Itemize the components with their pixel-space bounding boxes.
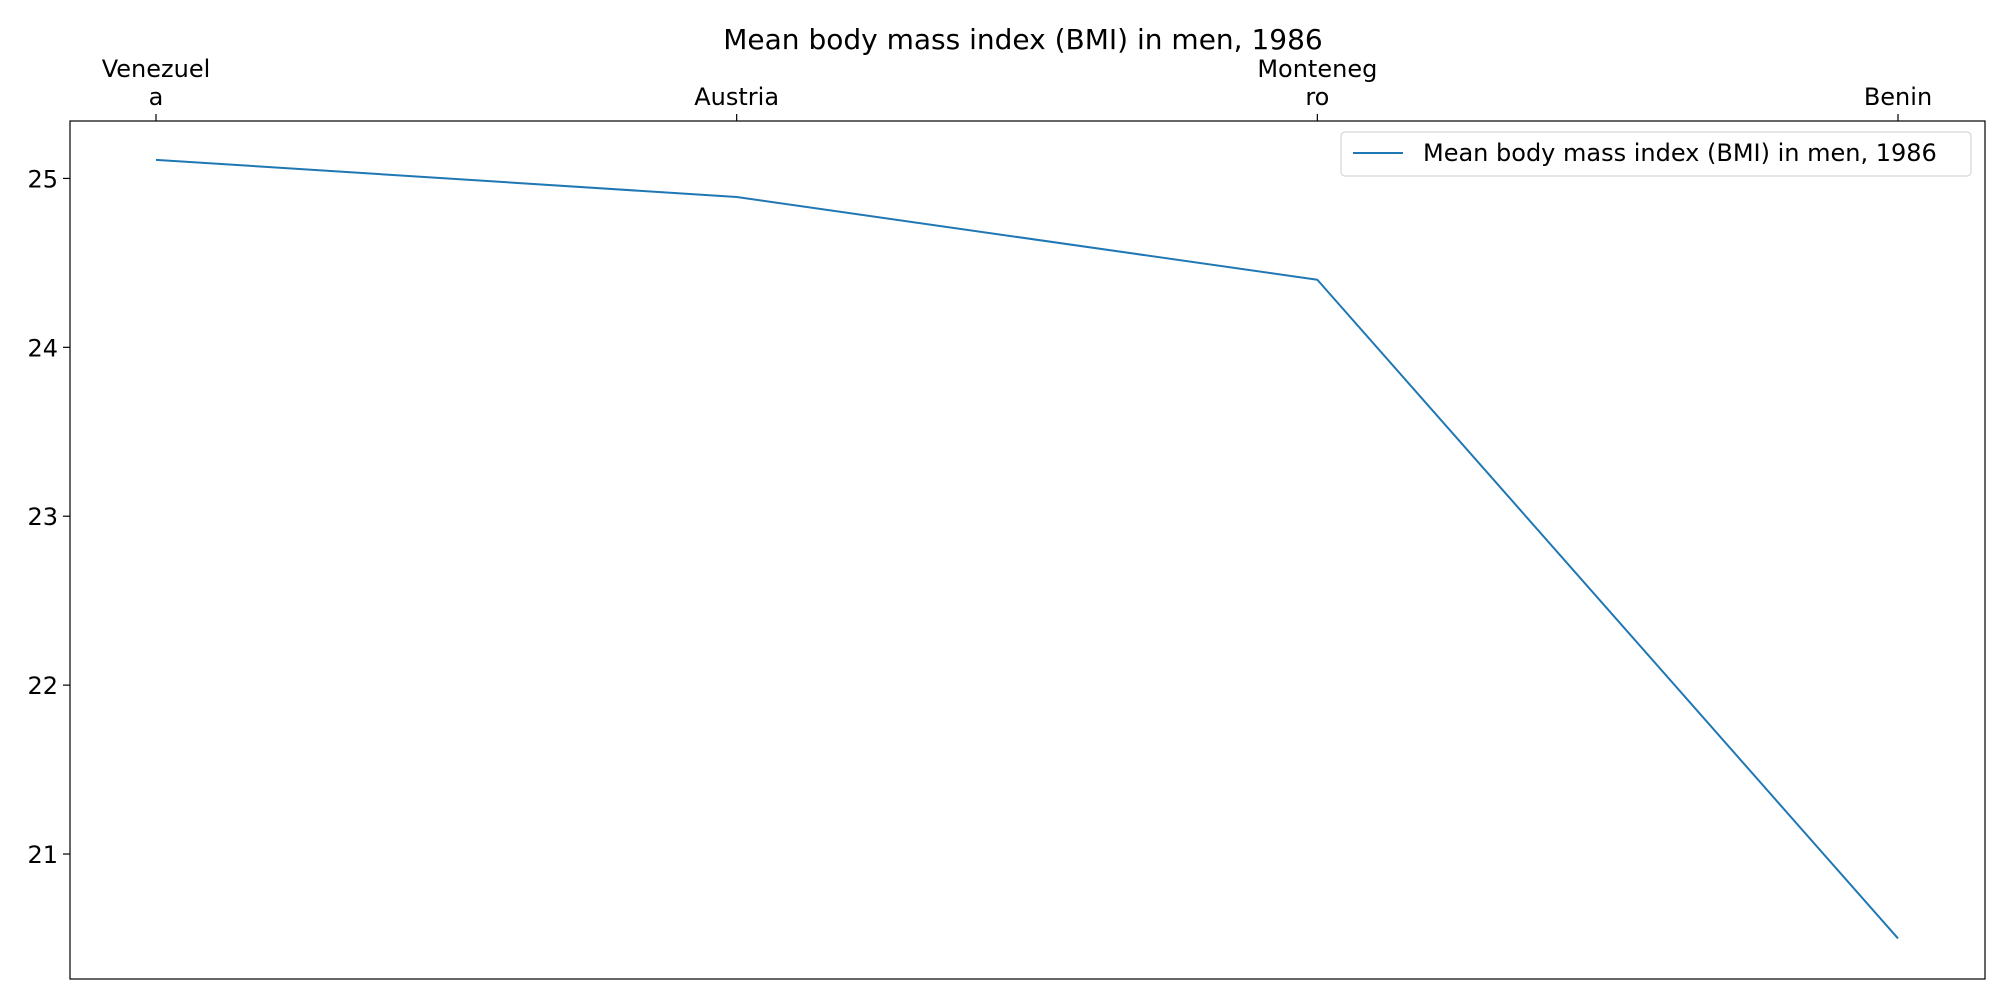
plot-area [69,120,1986,980]
legend-box [1340,131,1972,177]
x-tick-label: a [149,83,164,111]
x-tick-label: Benin [1864,83,1932,111]
x-tick-label: ro [1305,83,1329,111]
legend-series-label: Mean body mass index (BMI) in men, 1986 [1423,139,1937,167]
y-tick-label: 21 [27,841,58,869]
x-tick-label: Monteneg [1257,55,1377,83]
x-tick-label: Austria [694,83,779,111]
legend: Mean body mass index (BMI) in men, 1986 [1340,131,1972,177]
chart-title: Mean body mass index (BMI) in men, 1986 [723,23,1322,56]
y-axis: 21 22 23 24 25 [27,165,70,869]
y-tick-label: 25 [27,165,58,193]
y-tick-label: 23 [27,503,58,531]
y-tick-label: 24 [27,334,58,362]
series-layer [155,158,1899,940]
x-tick-label: Venezuel [102,55,211,83]
series-line [155,158,1899,940]
y-tick-label: 22 [27,672,58,700]
